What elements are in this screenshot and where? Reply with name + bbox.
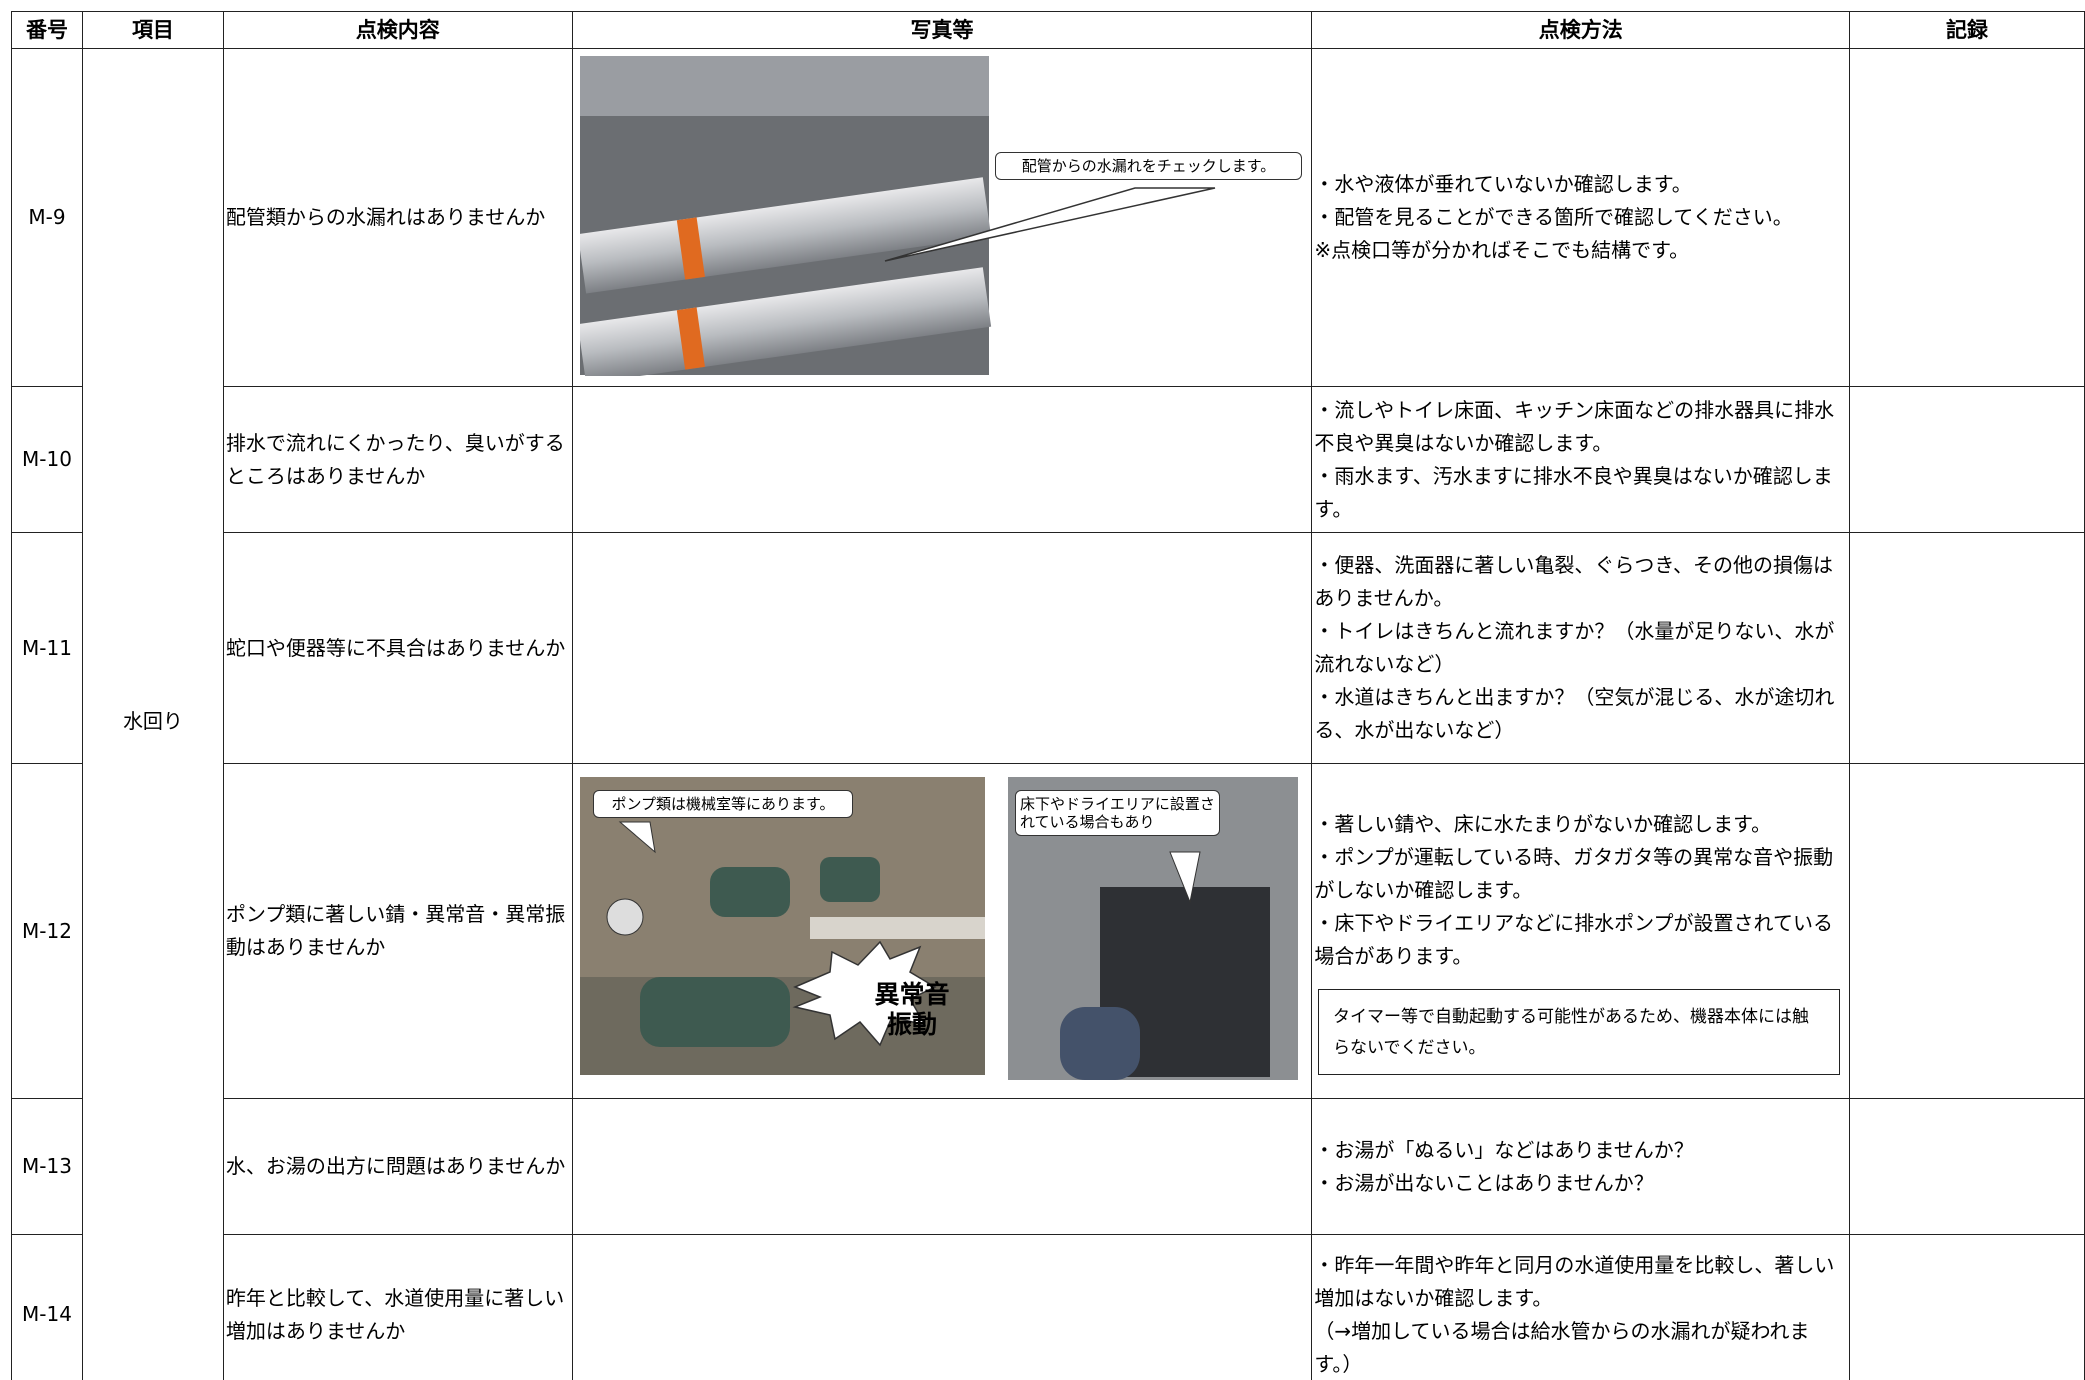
method-line: （→増加している場合は給水管からの水漏れが疑われます。） (1314, 1318, 1810, 1376)
column-header: 点検方法 (1311, 11, 1851, 49)
check-item: 排水で流れにくかったり、臭いがするところはありませんか (222, 386, 573, 533)
method-line: ・著しい錆や、床に水たまりがないか確認します。 (1314, 812, 1772, 836)
record-cell (1849, 532, 2085, 764)
header-row: 番号 項目 点検内容 写真等 点検方法 記録 (11, 11, 2085, 49)
column-header: 写真等 (571, 11, 1313, 49)
method-cell: ・水や液体が垂れていないか確認します。・配管を見ることができる箇所で確認してくだ… (1311, 48, 1851, 387)
record-cell (1849, 1098, 2085, 1235)
photo-cell (571, 532, 1313, 764)
method-line: ・水や液体が垂れていないか確認します。 (1314, 172, 1692, 196)
column-header: 項目 (81, 11, 224, 49)
note-box: タイマー等で自動起動する可能性があるため、機器本体には触らないでください。 (1318, 989, 1840, 1075)
photo-cell (571, 1234, 1313, 1380)
burst-text: 異常音 振動 (852, 980, 972, 1040)
method-line: ・ポンプが運転している時、ガタガタ等の異常な音や振動がしないか確認します。 (1314, 845, 1834, 902)
method-line: ・配管を見ることができる箇所で確認してください。 (1314, 205, 1793, 229)
category: 水回り (81, 48, 224, 1380)
method-line: ・昨年一年間や昨年と同月の水道使用量を比較し、著しい増加はないか確認します。 (1314, 1252, 1835, 1310)
burst-line: 異常音 (874, 980, 950, 1009)
row-id: M-11 (11, 532, 83, 764)
check-item: 水、お湯の出方に問題はありませんか (222, 1098, 573, 1235)
method-line: ・雨水ます、汚水ますに排水不良や異臭はないか確認します。 (1314, 463, 1833, 521)
method-cell: ・昨年一年間や昨年と同月の水道使用量を比較し、著しい増加はないか確認します。 （→… (1311, 1234, 1851, 1380)
photo-cell (571, 1098, 1313, 1235)
method-line: ・水道はきちんと出ますか？（空気が混じる、水が途切れる、水が出ないなど） (1314, 685, 1835, 742)
m12-photos (580, 777, 1298, 1080)
method-cell: ・お湯が「ぬるい」などはありませんか？ ・お湯が出ないことはありませんか？ (1311, 1098, 1851, 1235)
method-line: ・流しやトイレ床面、キッチン床面などの排水器具に排水不良や異臭はないか確認します… (1314, 397, 1835, 455)
row-id: M-10 (11, 386, 83, 533)
method-line: ・便器、洗面器に著しい亀裂、ぐらつき、その他の損傷はありませんか。 (1314, 553, 1833, 610)
record-cell (1849, 386, 2085, 533)
table-row: M-11 蛇口や便器等に不具合はありませんか ・便器、洗面器に著しい亀裂、ぐらつき、… (11, 532, 2085, 764)
row-id: M-14 (11, 1234, 83, 1380)
table-row: M-14 昨年と比較して、水道使用量に著しい増加はありませんか ・昨年一年間や昨年と… (11, 1234, 2085, 1380)
table-row: M-13 水、お湯の出方に問題はありませんか ・お湯が「ぬるい」などはありませんか？… (11, 1098, 2085, 1235)
table-row: M-10 排水で流れにくかったり、臭いがするところはありませんか ・流しやトイレ床面… (11, 386, 2085, 533)
check-item: 蛇口や便器等に不具合はありませんか (222, 532, 573, 764)
method-cell: ・便器、洗面器に著しい亀裂、ぐらつき、その他の損傷はありませんか。 ・トイレはきち… (1311, 532, 1851, 764)
method-line: ・お湯が「ぬるい」などはありませんか？ (1314, 1137, 1694, 1162)
check-item: ポンプ類に著しい錆・異常音・異常振動はありませんか (222, 763, 573, 1099)
m12-callout-2: 床下やドライエリアに設置されている場合もあり (1015, 790, 1220, 836)
record-cell (1849, 763, 2085, 1099)
row-id: M-9 (11, 48, 83, 387)
row-id: M-12 (11, 763, 83, 1099)
record-cell (1849, 48, 2085, 387)
record-cell (1849, 1234, 2085, 1380)
method-cell: ・著しい錆や、床に水たまりがないか確認します。・ポンプが運転している時、ガタガタ… (1311, 763, 1851, 1099)
method-line: ・床下やドライエリアなどに排水ポンプが設置されている場合があります。 (1314, 911, 1833, 968)
burst-line: 振動 (886, 1010, 937, 1039)
column-header: 番号 (11, 11, 83, 49)
row-id: M-13 (11, 1098, 83, 1235)
photo-cell (571, 386, 1313, 533)
method-line: ※点検口等が分かればそこでも結構です。 (1314, 238, 1690, 262)
m12-callout-1: ポンプ類は機械室等にあります。 (593, 790, 853, 818)
column-header: 点検内容 (222, 11, 573, 49)
column-header: 記録 (1849, 11, 2085, 49)
method-line: ・お湯が出ないことはありませんか？ (1314, 1170, 1654, 1195)
m9-photo (580, 56, 1216, 376)
check-item: 昨年と比較して、水道使用量に著しい増加はありませんか (222, 1234, 573, 1380)
method-line: ・トイレはきちんと流れますか？（水量が足りない、水が流れないなど） (1314, 619, 1835, 676)
method-cell: ・流しやトイレ床面、キッチン床面などの排水器具に排水不良や異臭はないか確認します… (1311, 386, 1851, 533)
m9-callout: 配管からの水漏れをチェックします。 (995, 152, 1302, 180)
check-item: 配管類からの水漏れはありませんか (222, 48, 573, 387)
